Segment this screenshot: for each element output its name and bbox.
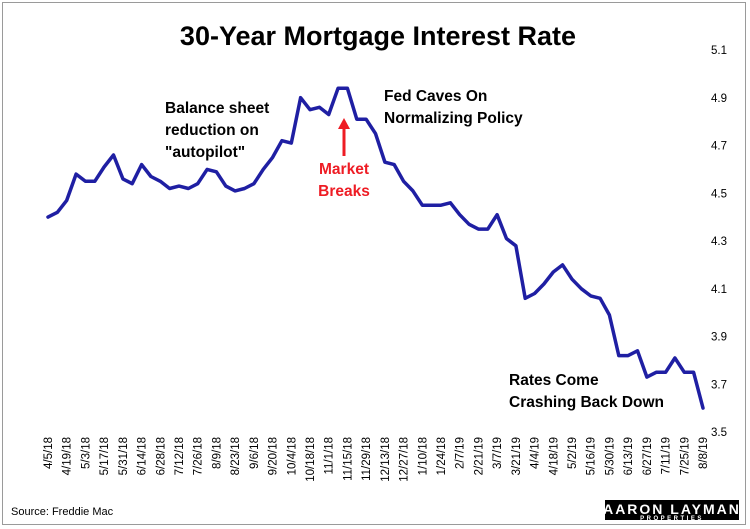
x-tick-label: 3/7/19: [492, 437, 504, 469]
x-tick-label: 8/9/18: [211, 437, 223, 469]
market-breaks-arrow: [338, 118, 350, 156]
annotation-line: Normalizing Policy: [384, 110, 523, 127]
x-tick-label: 2/7/19: [455, 437, 467, 469]
x-tick-label: 4/5/18: [43, 437, 55, 469]
y-tick-label: 3.9: [711, 332, 727, 344]
x-tick-label: 3/21/19: [511, 437, 523, 475]
x-tick-label: 7/11/19: [661, 437, 673, 475]
x-tick-label: 5/30/19: [604, 437, 616, 475]
brand-logo: AARON LAYMAN PROPERTIES: [603, 500, 741, 522]
x-tick-label: 9/6/18: [249, 437, 261, 469]
annotation-line: reduction on: [165, 122, 259, 139]
x-tick-label: 5/31/18: [118, 437, 130, 475]
annotation-line: Rates Come: [509, 372, 599, 389]
annotation-market-breaks: Market Breaks: [318, 161, 370, 200]
logo-sub-text: PROPERTIES: [640, 516, 704, 522]
x-tick-label: 6/13/19: [623, 437, 635, 475]
x-tick-label: 12/13/18: [380, 437, 392, 482]
series-line: [46, 86, 705, 410]
annotation-fed-caves: Fed Caves On Normalizing Policy: [384, 88, 523, 127]
series-layer: [46, 86, 705, 410]
annotation-line: Fed Caves On: [384, 88, 487, 105]
x-tick-label: 4/19/18: [62, 437, 74, 475]
annotation-line: Crashing Back Down: [509, 394, 664, 411]
annotation-line: "autopilot": [165, 144, 245, 161]
y-axis-ticks: 3.5 3.7 3.9 4.1 4.3 4.5 4.7 4.9 5.1: [711, 45, 727, 439]
x-tick-label: 5/2/19: [567, 437, 579, 469]
x-tick-label: 2/21/19: [473, 437, 485, 475]
chart-title: 30-Year Mortgage Interest Rate: [180, 21, 576, 51]
y-tick-label: 4.3: [711, 236, 727, 248]
x-tick-label: 11/15/18: [342, 437, 354, 481]
x-tick-label: 12/27/18: [399, 437, 411, 482]
x-tick-label: 8/23/18: [230, 437, 242, 475]
x-tick-label: 11/1/18: [324, 437, 336, 475]
x-tick-label: 4/18/19: [548, 437, 560, 475]
x-tick-label: 6/28/18: [155, 437, 167, 475]
x-axis-ticks: 4/5/18 4/19/18 5/3/18 5/17/18 5/31/18 6/14/18…: [43, 437, 710, 482]
x-tick-label: 5/17/18: [99, 437, 111, 475]
x-tick-label: 1/10/18: [417, 437, 429, 475]
y-tick-label: 3.7: [711, 379, 727, 391]
annotation-line: Breaks: [318, 183, 370, 200]
x-tick-label: 7/25/19: [679, 437, 691, 475]
logo-background: [605, 500, 739, 520]
x-tick-label: 8/8/19: [698, 437, 710, 469]
y-tick-label: 4.1: [711, 284, 727, 296]
annotation-line: Market: [319, 161, 369, 178]
annotation-balance-sheet: Balance sheet reduction on "autopilot": [165, 100, 269, 161]
annotation-line: Balance sheet: [165, 100, 269, 117]
annotation-rates-crashing: Rates Come Crashing Back Down: [509, 372, 664, 411]
source-note: Source: Freddie Mac: [11, 506, 114, 518]
x-tick-label: 6/27/19: [642, 437, 654, 475]
y-tick-label: 4.9: [711, 93, 727, 105]
x-tick-label: 7/12/18: [174, 437, 186, 475]
y-tick-label: 5.1: [711, 45, 727, 57]
x-tick-label: 6/14/18: [137, 437, 149, 475]
x-tick-label: 5/3/18: [80, 437, 92, 469]
y-tick-label: 4.5: [711, 188, 727, 200]
x-tick-label: 7/26/18: [193, 437, 205, 475]
x-tick-label: 5/16/19: [586, 437, 598, 475]
y-tick-label: 3.5: [711, 427, 727, 439]
x-tick-label: 9/20/18: [268, 437, 280, 475]
x-tick-label: 10/18/18: [305, 437, 317, 482]
x-tick-label: 4/4/19: [530, 437, 542, 469]
arrow-head: [338, 118, 350, 129]
y-tick-label: 4.7: [711, 141, 727, 153]
logo-main-text: AARON LAYMAN: [603, 501, 741, 517]
x-tick-label: 10/4/18: [286, 437, 298, 475]
x-tick-label: 1/24/18: [436, 437, 448, 475]
x-tick-label: 11/29/18: [361, 437, 373, 481]
